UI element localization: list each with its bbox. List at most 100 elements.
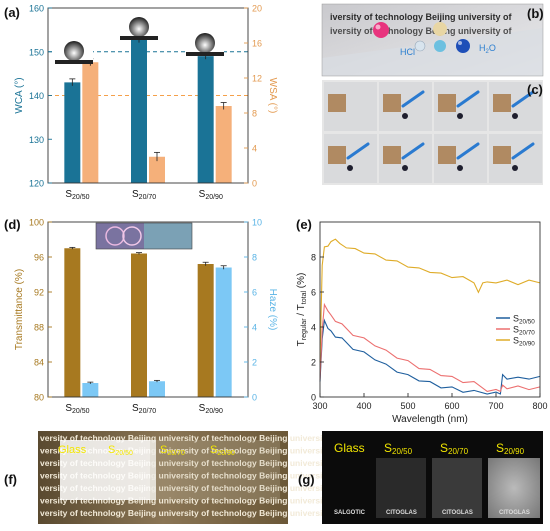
f-background-text-6: versity of technology Beijing university… bbox=[40, 496, 330, 506]
y2-tick-label-5: 8 bbox=[252, 253, 257, 263]
e-x-tick-label-2: 400 bbox=[356, 401, 371, 411]
c-drop-7 bbox=[457, 165, 463, 171]
panel-g-photo: Glass S20/50 S20/70 S20/90 SALGOTIC CITO… bbox=[298, 431, 543, 524]
droplet-1 bbox=[64, 41, 84, 61]
c-sample-2 bbox=[383, 94, 401, 112]
y-tick-label-3: 88 bbox=[34, 323, 44, 333]
c-dropper-5 bbox=[346, 142, 370, 160]
bar-wca-2 bbox=[131, 38, 147, 183]
clear-drop bbox=[414, 40, 426, 52]
y2-tick-label-1: 0 bbox=[252, 393, 257, 403]
bar-wsa-3 bbox=[215, 106, 232, 183]
y-tick-label-5: 160 bbox=[29, 4, 44, 14]
f-background-text-5: versity of technology Beijing university… bbox=[40, 483, 330, 493]
y2-tick-label-6: 20 bbox=[252, 4, 262, 14]
panel-label-d: (d) bbox=[4, 217, 21, 232]
f-label-s90: S20/90 bbox=[210, 444, 235, 457]
f-label-s70: S20/70 bbox=[160, 444, 185, 457]
inset-photo bbox=[95, 222, 193, 250]
cyan-drop bbox=[434, 40, 446, 52]
bar-wsa-2 bbox=[149, 156, 165, 183]
series-line-s20-70 bbox=[319, 302, 541, 393]
f-background-text-2: versity of technology Beijing university… bbox=[40, 446, 330, 456]
y2-axis-title: Haze (%) bbox=[267, 289, 278, 331]
droplet-3 bbox=[195, 33, 215, 53]
y2-tick-label-5: 16 bbox=[252, 39, 262, 49]
y2-tick-label-4: 12 bbox=[252, 74, 262, 84]
e-x-tick-label-4: 600 bbox=[444, 401, 459, 411]
pink-drop bbox=[373, 22, 389, 38]
y-tick-label-3: 140 bbox=[29, 91, 44, 101]
photo-b-background-text: iversity of technology Beijing universit… bbox=[330, 12, 513, 22]
panel-label-f: (f) bbox=[4, 472, 17, 487]
photo-b-background-text-2: iversity of technology Beijing universit… bbox=[330, 26, 513, 36]
g-brand-s90: CITOGLAS bbox=[499, 510, 530, 516]
e-x-tick-label-5: 700 bbox=[488, 401, 503, 411]
y-axis-title: WCA (°) bbox=[14, 77, 25, 113]
f-background-text-1: versity of technology Beijing university… bbox=[40, 433, 330, 443]
e-y-axis-title: Tregular / Ttotal (%) bbox=[296, 273, 308, 347]
droplet-2 bbox=[129, 17, 149, 37]
y-tick-label-6: 100 bbox=[29, 218, 44, 228]
c-sample-7 bbox=[438, 146, 456, 164]
glass-slide bbox=[322, 28, 543, 76]
c-sample-3 bbox=[438, 94, 456, 112]
panel-label-g: (g) bbox=[298, 472, 315, 487]
e-y-tick-label-4: 6 bbox=[311, 288, 316, 298]
x-tick-label-1: S20/50 bbox=[65, 189, 89, 201]
e-y-tick-label-1: 0 bbox=[311, 393, 316, 403]
f-background-text-7: versity of technology Beijing university… bbox=[40, 508, 330, 518]
y-axis-title: Transmittance (%) bbox=[14, 269, 25, 350]
panel-e-chart: (e) 300 400 500 600 700 800 0 2 4 6 8 Wavelength (n… bbox=[296, 217, 548, 425]
y2-tick-label-2: 2 bbox=[252, 358, 257, 368]
droplet-substrate-3 bbox=[186, 52, 224, 56]
e-y-tick-label-5: 8 bbox=[311, 253, 316, 263]
legend-label-1: S20/50 bbox=[513, 314, 535, 326]
g-brand-s70: CITOGLAS bbox=[442, 510, 473, 516]
bar-transmittance-1 bbox=[64, 248, 81, 397]
y-tick-label-5: 96 bbox=[34, 253, 44, 263]
c-drop-4 bbox=[512, 113, 518, 119]
glass-sample-f bbox=[60, 440, 156, 500]
e-x-tick-label-6: 800 bbox=[532, 401, 547, 411]
bar-wsa-1 bbox=[82, 62, 99, 183]
x-tick-label-1: S20/50 bbox=[65, 403, 89, 415]
bar-haze-2 bbox=[149, 381, 165, 397]
g-label-s90: S20/90 bbox=[496, 441, 525, 456]
tan-drop bbox=[433, 22, 447, 36]
g-label-s70: S20/70 bbox=[440, 441, 469, 456]
g-brand-s50: CITOGLAS bbox=[386, 510, 417, 516]
legend-label-2: S20/70 bbox=[513, 325, 535, 337]
y-tick-label-2: 130 bbox=[29, 135, 44, 145]
y2-tick-label-2: 4 bbox=[252, 144, 257, 154]
bar-wca-1 bbox=[64, 82, 81, 183]
panel-label-a: (a) bbox=[4, 5, 20, 20]
series-line-s20-90 bbox=[319, 238, 541, 363]
x-tick-label-2: S20/70 bbox=[132, 403, 156, 415]
series-line-s20-50 bbox=[319, 318, 541, 395]
c-dropper-8 bbox=[511, 142, 535, 160]
bar-haze-3 bbox=[215, 267, 232, 397]
panel-label-b: (b) bbox=[527, 6, 544, 21]
plot-frame bbox=[47, 221, 249, 398]
y2-tick-label-3: 8 bbox=[252, 109, 257, 119]
y2-tick-label-4: 6 bbox=[252, 288, 257, 298]
bar-wca-3 bbox=[197, 56, 214, 183]
c-drop-8 bbox=[512, 165, 518, 171]
droplet-substrate-2 bbox=[120, 36, 158, 40]
x-tick-label-2: S20/70 bbox=[132, 189, 156, 201]
e-x-axis-title: Wavelength (nm) bbox=[392, 414, 468, 425]
c-drop-6 bbox=[402, 165, 408, 171]
y-tick-label-1: 80 bbox=[34, 393, 44, 403]
y-tick-label-2: 84 bbox=[34, 358, 44, 368]
c-sample-6 bbox=[383, 146, 401, 164]
h2o-label: H2O bbox=[479, 43, 496, 55]
panel-c-photos: (c) bbox=[322, 80, 543, 185]
c-dropper-2 bbox=[401, 90, 425, 108]
y-tick-label-1: 120 bbox=[29, 179, 44, 189]
panel-b-photo: iversity of technology Beijing universit… bbox=[321, 3, 544, 77]
blue-drop bbox=[456, 39, 470, 53]
c-sample-4 bbox=[493, 94, 511, 112]
bar-haze-1 bbox=[82, 383, 99, 397]
